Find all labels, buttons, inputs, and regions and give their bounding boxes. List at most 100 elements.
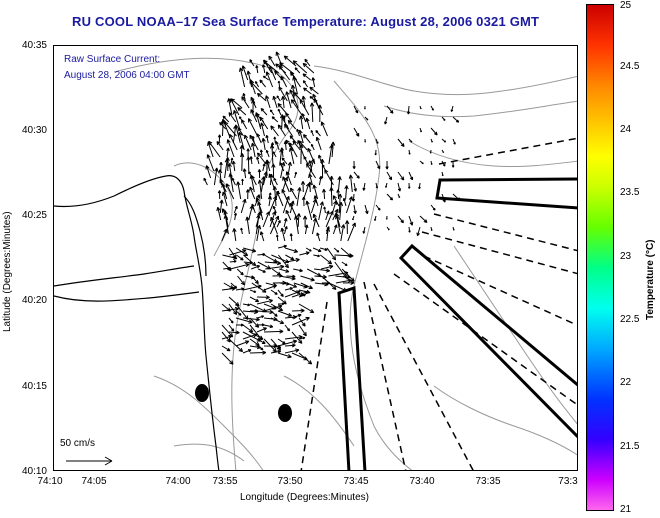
current-vector-arrow [384,116,388,125]
y-tick-label: 40:25 [21,210,47,221]
current-vector-arrow [452,116,460,123]
current-vector-arrow [243,260,253,265]
current-vector-arrow [229,249,247,256]
current-vector-arrow [217,134,222,144]
current-vector-arrow [257,201,264,221]
current-vector-arrow [279,275,296,281]
current-vector-arrow [451,160,455,168]
current-vector-arrow [312,247,322,253]
current-vector-arrow [303,182,310,200]
current-vector-arrow [251,275,259,285]
x-tick-label: 73:40 [409,476,435,487]
current-vector-arrow [318,154,323,165]
current-vector-arrow [298,317,306,327]
current-vector-arrow [273,136,277,144]
current-vector-arrow [418,182,421,190]
current-vector-arrow [264,254,278,263]
current-vector-arrow [429,149,432,154]
current-vector-arrow [231,160,236,172]
current-vector-arrow [256,298,274,305]
current-vector-arrow [242,333,258,340]
current-vector-arrow [281,157,288,165]
current-vector-arrow [310,130,314,137]
current-vector-arrow [203,177,208,186]
current-vector-arrow [353,204,357,214]
current-vector-arrow [232,109,241,130]
current-vector-arrow [352,193,356,202]
current-vector-arrow [260,176,266,193]
current-vector-arrow [284,324,291,332]
current-vector-arrow [292,76,298,95]
current-vector-arrow [237,127,244,137]
current-vector-arrow [242,303,251,307]
current-vector-arrow [287,119,297,130]
current-annotation-line2: August 28, 2006 04:00 GMT [64,70,190,81]
current-vector-arrow [320,254,333,265]
current-vector-arrow [223,266,231,270]
current-vector-arrow [262,171,268,186]
current-vector-arrow [281,189,291,207]
current-vector-arrow [374,215,377,222]
current-vector-arrow [364,116,369,121]
current-vector-arrow [408,171,414,181]
current-vector-arrow [249,350,267,355]
current-vector-arrow [228,317,234,324]
map-plot-area[interactable]: Raw Surface Current: August 28, 2006 04:… [53,45,578,471]
current-vector-arrow [385,182,388,188]
current-vector-arrow [257,252,266,257]
current-vector-arrow [262,163,266,172]
current-vector-arrow [282,176,290,193]
current-vector-arrow [270,310,278,317]
current-vector-arrow [288,147,295,165]
current-vector-arrow [259,231,265,242]
current-vector-arrow [347,222,356,242]
current-vector-arrow [250,99,256,116]
current-vector-arrow [408,149,411,155]
current-vector-arrow [265,134,269,144]
current-vector-arrow [236,254,244,261]
current-vector-arrow [291,290,309,298]
current-vector-arrow [263,324,274,329]
current-vector-arrow [238,67,246,88]
current-vector-arrow [269,109,275,116]
shipping-lanes-dashed [300,137,577,470]
current-vector-arrow [248,118,258,137]
current-vector-arrow [408,138,413,143]
current-vector-arrow [256,295,270,300]
current-vector-arrow [284,348,300,354]
current-vector-arrow [285,112,293,123]
current-vector-arrow [272,151,277,158]
current-vector-arrow [285,257,300,263]
current-vector-arrow [255,112,262,130]
current-vector-arrow [397,138,405,147]
current-vector-arrow [450,105,454,112]
current-vector-arrow [236,268,244,276]
current-vector-arrow [279,268,290,273]
current-vector-arrow [430,204,436,211]
current-vector-arrow [235,317,253,324]
current-vector-arrow [308,173,313,186]
current-vector-arrow [222,115,230,123]
current-vector-arrow [226,139,235,158]
current-vector-arrow [229,133,238,151]
current-vector-arrow [296,187,302,207]
current-vector-arrow [340,224,346,242]
current-vector-arrow [263,329,284,334]
current-vector-arrow [305,200,313,221]
current-vector-arrow [248,205,254,221]
current-vector-arrow [289,142,298,158]
current-vector-arrow [259,79,266,88]
current-vector-arrow [272,205,277,214]
current-vector-arrow [275,141,280,151]
current-vector-arrow [256,327,267,333]
current-vector-arrow [335,215,341,235]
current-vector-arrow [304,58,311,67]
current-vector-arrow [221,118,230,137]
current-vector-arrow [255,80,260,88]
current-vector-arrow [364,204,369,215]
current-vector-arrow [249,186,256,200]
current-vector-arrow [441,149,445,154]
current-vector-arrow [242,92,246,102]
current-vector-arrow [261,64,266,74]
current-vector-arrow [256,345,264,351]
